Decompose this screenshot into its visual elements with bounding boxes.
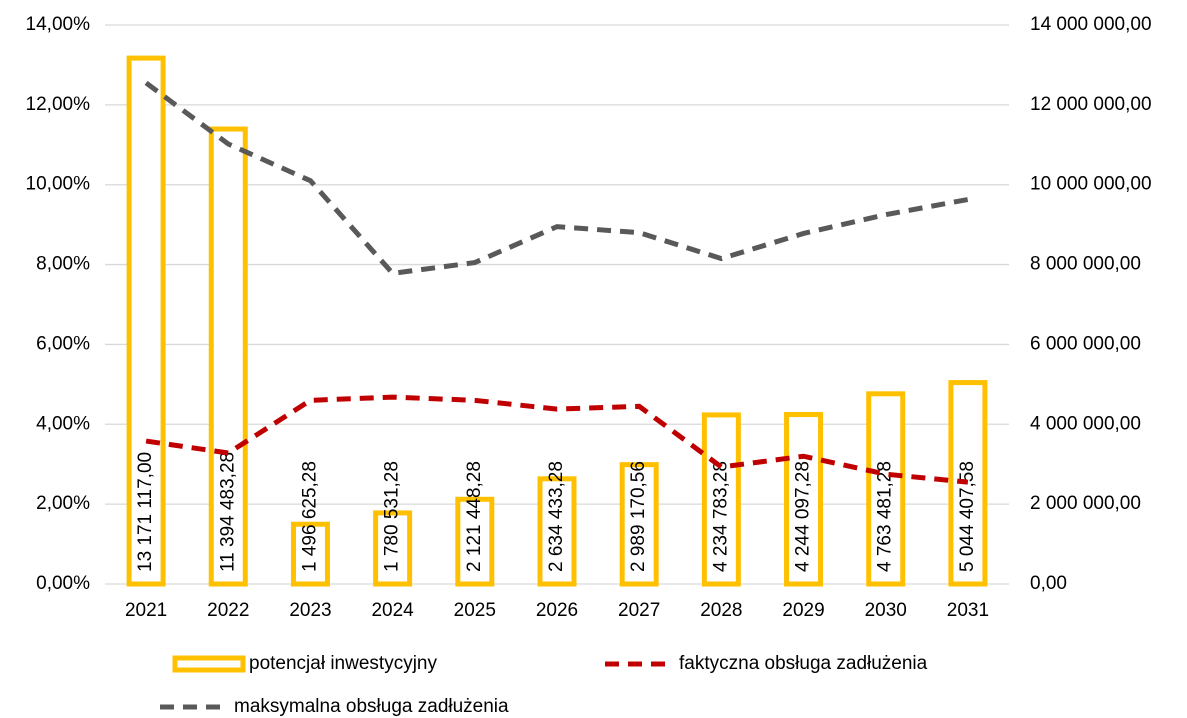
x-tick-label: 2029 [782, 600, 824, 621]
x-tick-label: 2022 [207, 600, 249, 621]
y-tick-label: 10,00% [26, 174, 91, 195]
bar [948, 380, 988, 587]
data-label: 1 496 625,28 [299, 461, 320, 572]
y-tick-label: 12,00% [26, 94, 91, 115]
y-tick-label: 2,00% [36, 493, 90, 514]
legend-label: faktyczna obsługa zadłużenia [679, 653, 928, 674]
y-tick-label: 8,00% [36, 254, 90, 275]
y2-tick-label: 4 000 000,00 [1030, 413, 1141, 434]
bar [619, 462, 659, 587]
bar [208, 126, 248, 587]
data-label: 11 394 483,28 [217, 452, 238, 572]
data-label: 4 234 783,28 [710, 461, 731, 572]
line [145, 394, 969, 485]
x-tick-label: 2030 [865, 600, 907, 621]
y2-tick-label: 12 000 000,00 [1030, 94, 1152, 115]
x-tick-label: 2021 [125, 600, 167, 621]
bar [290, 521, 330, 587]
data-label: 5 044 407,58 [957, 461, 978, 572]
bar [537, 476, 577, 587]
data-label: 2 634 433,28 [546, 461, 567, 572]
y-tick-label: 6,00% [36, 333, 90, 354]
x-tick-label: 2026 [536, 600, 578, 621]
x-tick-label: 2027 [618, 600, 660, 621]
y2-tick-label: 10 000 000,00 [1030, 174, 1152, 195]
y2-tick-label: 8 000 000,00 [1030, 254, 1141, 275]
legend-label: potencjał inwestycyjny [249, 653, 437, 674]
x-tick-label: 2025 [454, 600, 496, 621]
data-label: 4 244 097,28 [793, 461, 814, 572]
y-tick-label: 14,00% [26, 14, 91, 35]
data-label: 4 763 481,28 [875, 461, 896, 572]
bar [866, 391, 906, 587]
x-tick-label: 2023 [289, 600, 331, 621]
y-tick-label: 4,00% [36, 413, 90, 434]
y2-tick-label: 0,00 [1030, 573, 1067, 594]
bar [455, 496, 495, 587]
bar [373, 510, 413, 587]
bar [784, 412, 824, 587]
data-label: 2 121 448,28 [464, 461, 485, 572]
x-tick-label: 2031 [947, 600, 989, 621]
y-tick-label: 0,00% [36, 573, 90, 594]
y2-tick-label: 14 000 000,00 [1030, 14, 1152, 35]
line [144, 80, 969, 277]
y2-tick-label: 2 000 000,00 [1030, 493, 1141, 514]
x-tick-label: 2028 [700, 600, 742, 621]
legend-label: maksymalna obsługa zadłużenia [234, 696, 509, 717]
data-label: 13 171 117,00 [135, 452, 156, 572]
legend-swatch [172, 655, 246, 673]
bar [701, 412, 741, 587]
y2-tick-label: 6 000 000,00 [1030, 333, 1141, 354]
data-label: 1 780 531,28 [382, 461, 403, 572]
x-tick-label: 2024 [371, 600, 414, 621]
bar [126, 55, 166, 587]
data-label: 2 989 170,56 [628, 461, 649, 572]
